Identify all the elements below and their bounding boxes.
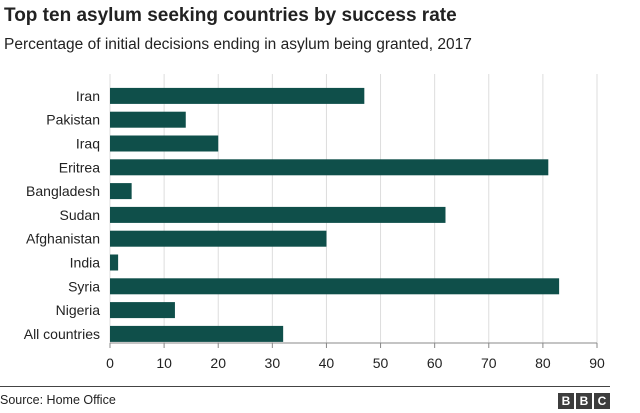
- x-tick-label: 30: [265, 355, 281, 371]
- x-tick-label: 90: [589, 355, 605, 371]
- x-tick-label: 50: [373, 355, 389, 371]
- category-label: Sudan: [60, 207, 100, 223]
- category-label: Pakistan: [46, 112, 100, 128]
- x-tick-label: 0: [106, 355, 114, 371]
- bar-iraq: [110, 135, 219, 152]
- category-label: Syria: [68, 278, 100, 294]
- logo-letter-3: C: [594, 393, 610, 409]
- bar-syria: [110, 278, 560, 295]
- category-label: Bangladesh: [26, 183, 100, 199]
- bar-all-countries: [110, 325, 284, 342]
- logo-letter-2: B: [576, 393, 592, 409]
- bar-sudan: [110, 206, 446, 223]
- category-label: India: [70, 255, 101, 271]
- x-tick-label: 10: [156, 355, 172, 371]
- x-tick-label: 70: [481, 355, 497, 371]
- bar-nigeria: [110, 302, 175, 319]
- footer-divider: [0, 386, 610, 387]
- bbc-logo: B B C: [558, 393, 610, 409]
- category-label: Afghanistan: [26, 231, 100, 247]
- bar-india: [110, 254, 119, 271]
- source-note: Source: Home Office: [0, 393, 116, 407]
- x-tick-label: 40: [319, 355, 335, 371]
- bar-chart: 0 10 20 30 40 50 60 70 80 90 Iran Pakistan Iraq Eritr…: [24, 74, 605, 371]
- chart-title: Top ten asylum seeking countries by succ…: [4, 5, 457, 26]
- category-label: Nigeria: [56, 302, 101, 318]
- bar-iran: [110, 87, 365, 104]
- bar-bangladesh: [110, 183, 132, 200]
- bar-afghanistan: [110, 230, 327, 247]
- x-tick-label: 60: [427, 355, 443, 371]
- logo-letter-1: B: [558, 393, 574, 409]
- category-label: All countries: [24, 326, 100, 342]
- category-label: Iran: [76, 88, 100, 104]
- bar-eritrea: [110, 159, 549, 176]
- x-tick-label: 20: [210, 355, 226, 371]
- x-tick-label: 80: [535, 355, 551, 371]
- category-label: Eritrea: [59, 159, 100, 175]
- chart-subtitle: Percentage of initial decisions ending i…: [4, 36, 472, 53]
- bar-pakistan: [110, 111, 186, 128]
- category-label: Iraq: [76, 136, 100, 152]
